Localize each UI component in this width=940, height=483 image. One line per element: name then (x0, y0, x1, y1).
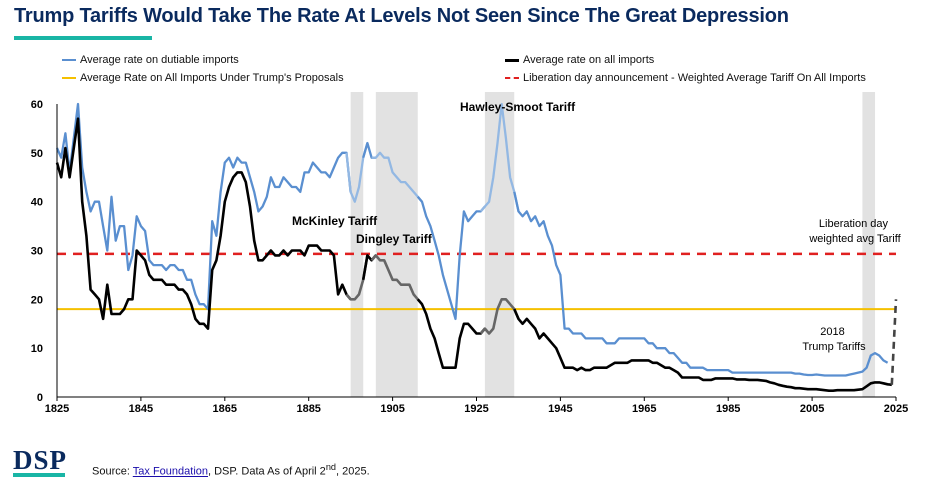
all-imports-series-segment-3 (370, 254, 423, 306)
legend-all-swatch (505, 58, 519, 62)
x-tick-1985: 1985 (716, 403, 740, 415)
annotation-mckinley: McKinley Tariff (292, 214, 378, 228)
legend-all: Average rate on all imports (505, 54, 654, 66)
shaded-period-1 (375, 92, 418, 397)
legend-liberation-swatch (505, 77, 519, 79)
dutiable-series-segment-2 (362, 141, 376, 159)
y-tick-20: 20 (31, 294, 43, 306)
all-imports-series-segment-4 (416, 298, 486, 369)
legend-all-label: Average rate on all imports (523, 54, 655, 66)
y-tick-0: 0 (37, 392, 43, 404)
dsp-logo: DSP (13, 445, 68, 475)
source-superscript: nd (325, 462, 336, 472)
y-tick-60: 60 (31, 99, 43, 111)
shaded-period-2 (484, 92, 515, 397)
legend-dutiable-label: Average rate on dutiable imports (80, 54, 239, 66)
annotation-dingley: Dingley Tariff (356, 232, 433, 246)
y-tick-50: 50 (31, 148, 43, 160)
x-tick-1885: 1885 (296, 403, 320, 415)
annotation-trump-2018-line2: Trump Tariffs (802, 341, 866, 353)
annotation-trump-2018: 2018 Trump Tariffs (802, 326, 866, 353)
dutiable-series-segment-3 (371, 151, 423, 203)
x-tick-2025: 2025 (884, 403, 908, 415)
shaded-period-0 (350, 92, 364, 397)
dutiable-series-segment-5 (479, 102, 520, 213)
x-tick-2005: 2005 (800, 403, 824, 415)
title-accent-bar (14, 36, 152, 40)
tax-foundation-link[interactable]: Tax Foundation (132, 465, 208, 478)
x-tick-1825: 1825 (45, 403, 69, 415)
y-tick-40: 40 (31, 197, 43, 209)
x-tick-1925: 1925 (464, 403, 488, 415)
all-imports-series-segment-5 (479, 298, 520, 335)
legend-proposal: Average Rate on All Imports Under Trump'… (62, 72, 344, 84)
y-tick-10: 10 (31, 343, 43, 355)
all-imports-series-segment-0 (55, 117, 352, 330)
x-tick-1965: 1965 (632, 403, 656, 415)
x-tick-1905: 1905 (380, 403, 404, 415)
x-tick-1945: 1945 (548, 403, 572, 415)
dutiable-series-segment-4 (416, 196, 486, 321)
x-tick-1865: 1865 (213, 403, 237, 415)
all-imports-projection (890, 299, 898, 385)
annotation-trump-2018-line1: 2018 (820, 326, 844, 338)
annotation-liberation-line1: Liberation day (819, 218, 889, 230)
source-prefix: Source: (92, 465, 133, 478)
legend-liberation-label: Liberation day announcement - Weighted A… (523, 72, 866, 84)
legend-proposal-swatch (62, 77, 76, 79)
source-middle: , DSP. Data As of April 2 (208, 465, 326, 478)
dutiable-series-segment-6 (513, 191, 889, 377)
y-tick-30: 30 (31, 246, 43, 258)
legend-proposal-label: Average Rate on All Imports Under Trump'… (80, 72, 344, 84)
source-suffix: , 2025. (336, 465, 370, 478)
source-note: Source: Tax Foundation, DSP. Data As of … (92, 462, 370, 478)
legend-liberation: Liberation day announcement - Weighted A… (505, 72, 866, 84)
legend-dutiable-swatch (62, 59, 76, 61)
all-imports-series-segment-6 (513, 308, 892, 392)
legend-dutiable: Average rate on dutiable imports (62, 54, 239, 66)
x-tick-1845: 1845 (129, 403, 153, 415)
annotation-hawley-smoot: Hawley-Smoot Tariff (460, 100, 576, 114)
logo-accent-bar (13, 473, 65, 477)
dutiable-series-segment-0 (55, 102, 352, 311)
annotation-liberation-line2: weighted avg Tariff (808, 233, 901, 245)
annotation-liberation: Liberation day weighted avg Tariff (808, 218, 901, 245)
chart-title: Trump Tariffs Would Take The Rate At Lev… (14, 5, 789, 27)
shaded-period-3 (862, 92, 876, 397)
